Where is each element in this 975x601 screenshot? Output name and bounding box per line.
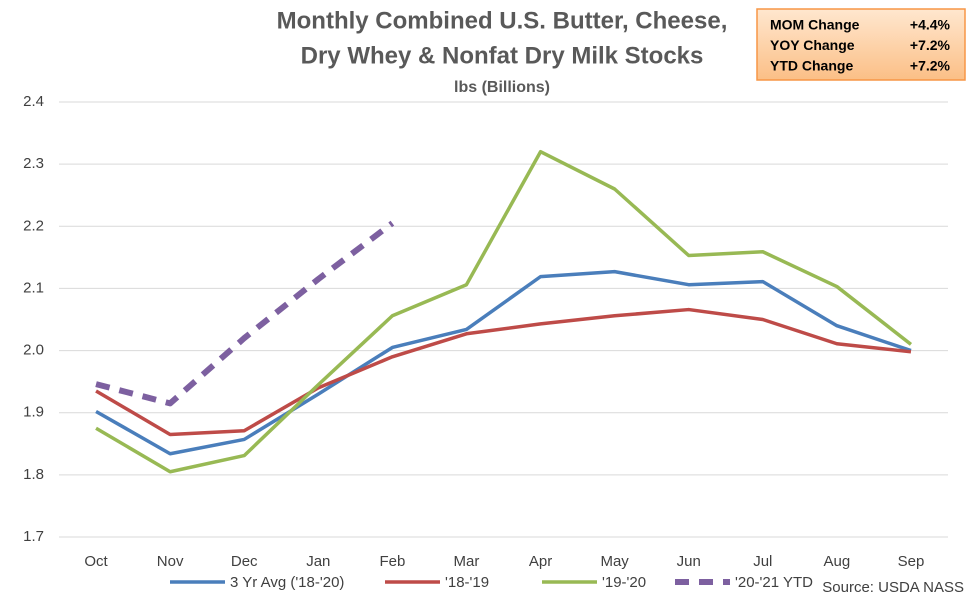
series-line [95, 269, 912, 456]
x-tick-label: Jun [677, 553, 701, 570]
y-tick-label: 1.7 [23, 528, 44, 545]
y-tick-label: 1.8 [23, 466, 44, 483]
series-line [95, 307, 912, 437]
x-tick-label: Oct [84, 553, 108, 570]
y-tick-label: 2.0 [23, 342, 44, 359]
x-tick-label: Mar [454, 553, 480, 570]
legend-label: 3 Yr Avg ('18-'20) [230, 574, 344, 591]
y-tick-label: 2.2 [23, 217, 44, 234]
x-tick-label: Nov [157, 553, 184, 570]
legend-label: '19-'20 [602, 574, 646, 591]
y-tick-label: 2.4 [23, 93, 44, 110]
legend-label: '18-'19 [445, 574, 489, 591]
summary-box [756, 8, 966, 81]
x-tick-label: Dec [231, 553, 258, 570]
y-tick-label: 1.9 [23, 404, 44, 421]
summary-value: +7.2% [910, 58, 951, 74]
x-tick-label: May [600, 553, 629, 570]
summary-label: MOM Change [770, 17, 860, 33]
x-tick-label: Feb [379, 553, 405, 570]
summary-value: +4.4% [910, 17, 951, 33]
x-tick-label: Jul [753, 553, 772, 570]
legend-label: '20-'21 YTD [735, 574, 813, 591]
chart-title: Dry Whey & Nonfat Dry Milk Stocks [301, 42, 704, 69]
y-tick-label: 2.3 [23, 155, 44, 172]
chart-subtitle: lbs (Billions) [454, 79, 550, 96]
x-tick-label: Aug [824, 553, 851, 570]
x-tick-label: Sep [898, 553, 925, 570]
summary-label: YOY Change [770, 37, 855, 53]
x-tick-label: Apr [529, 553, 552, 570]
series-line [95, 220, 395, 407]
x-tick-label: Jan [306, 553, 330, 570]
chart-title: Monthly Combined U.S. Butter, Cheese, [277, 7, 728, 34]
summary-label: YTD Change [770, 58, 853, 74]
summary-value: +7.2% [910, 37, 951, 53]
y-tick-label: 2.1 [23, 279, 44, 296]
source-note: Source: USDA NASS [822, 579, 964, 596]
series-line [95, 149, 913, 474]
